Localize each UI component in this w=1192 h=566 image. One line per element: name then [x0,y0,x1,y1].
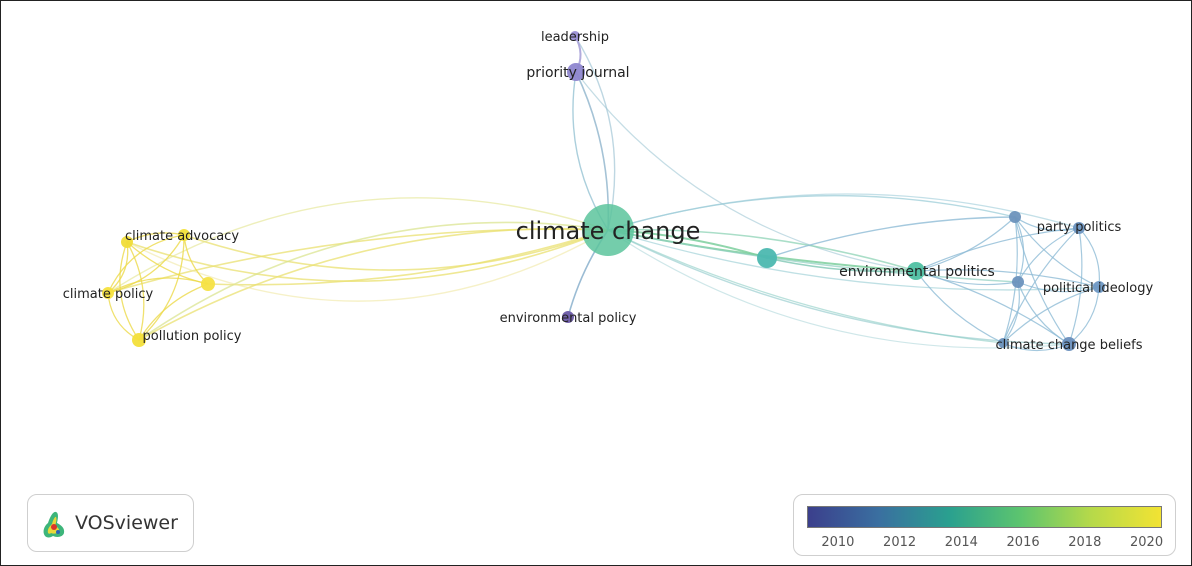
network-edge [1014,216,1080,232]
network-edge [1068,227,1083,345]
vosviewer-brand: VOSviewer [27,494,194,552]
legend-tick-2014: 2014 [944,535,978,550]
pollution-policy-node[interactable] [132,333,146,347]
vosviewer-logo-icon [43,511,65,538]
network-edge [138,227,609,341]
network-edge [119,241,140,341]
network-edge [575,71,917,272]
network-edge [607,229,1004,344]
network-edge [1078,227,1100,288]
node-yellow-b-node[interactable] [201,277,215,291]
network-edge [766,216,1016,259]
climate-change-beliefs-node[interactable] [1062,337,1076,351]
network-edge [607,229,1070,349]
political-ideology-node[interactable] [1093,281,1105,293]
environmental-politics-label[interactable]: environmental politics [839,264,995,280]
node-yellow-a-node[interactable] [121,236,133,248]
network-edge [126,241,145,341]
network-edge [915,269,1100,288]
network-edge [607,229,1070,345]
year-color-legend: 2010 2012 2014 2016 2018 2020 [793,494,1176,556]
network-labels: climate change priority journal leadership… [63,30,1154,353]
network-nodes[interactable] [102,31,1105,351]
network-edge [1017,227,1080,283]
pollution-policy-label[interactable]: pollution policy [143,329,242,344]
legend-tick-2020: 2020 [1130,535,1164,550]
climate-policy-node[interactable] [102,287,114,299]
brand-name: VOSviewer [75,512,178,534]
node-blue-b-node[interactable] [1012,276,1024,288]
network-edge [915,270,1004,344]
priority-journal-node[interactable] [567,63,585,81]
environmental-policy-label[interactable]: environmental policy [500,311,637,326]
network-edge [607,228,917,272]
network-edge [126,229,609,302]
leadership-label[interactable]: leadership [541,30,609,45]
network-edge [207,229,609,286]
network-edge [183,229,609,271]
legend-colorbar [807,506,1162,528]
climate-advocacy-node[interactable] [178,229,190,241]
environmental-policy-node[interactable] [562,311,574,323]
leadership-node[interactable] [570,31,580,41]
legend-tick-2018: 2018 [1068,535,1102,550]
network-edge [107,197,609,294]
climate-change-label[interactable]: climate change [516,217,701,245]
priority-journal-label[interactable]: priority journal [526,65,629,81]
node-blue-c-node[interactable] [998,338,1008,348]
network-edge [1002,227,1080,344]
network-edge [138,234,185,341]
node-blue-a-node[interactable] [1009,211,1021,223]
legend-tick-2010: 2010 [821,535,855,550]
climate-advocacy-label[interactable]: climate advocacy [125,229,239,244]
political-ideology-label[interactable]: political ideology [1043,281,1154,296]
network-edge [107,234,185,294]
network-edge [1017,281,1070,345]
network-edge [915,270,1070,345]
party-politics-label[interactable]: party politics [1037,220,1122,235]
network-edge [107,277,209,294]
climate-change-beliefs-label[interactable]: climate change beliefs [995,338,1142,353]
network-edge [766,257,917,273]
network-edge [915,216,1016,272]
network-edge [1002,281,1020,344]
network-edge [138,221,609,341]
network-edge [138,283,209,341]
network-edge [107,234,185,294]
legend-tick-labels: 2010 2012 2014 2016 2018 2020 [807,535,1164,551]
legend-tick-2016: 2016 [1006,535,1040,550]
environmental-politics-node[interactable] [907,262,925,280]
party-politics-node[interactable] [1073,222,1085,234]
network-edges [107,35,1100,352]
legend-tick-2012: 2012 [883,535,917,550]
network-edge [1014,216,1070,345]
network-edge [1002,286,1100,344]
climate-change-node[interactable] [582,204,634,256]
node-teal-node[interactable] [757,248,777,268]
network-edge [607,229,1019,283]
network-edge [126,229,609,282]
climate-policy-label[interactable]: climate policy [63,287,154,302]
